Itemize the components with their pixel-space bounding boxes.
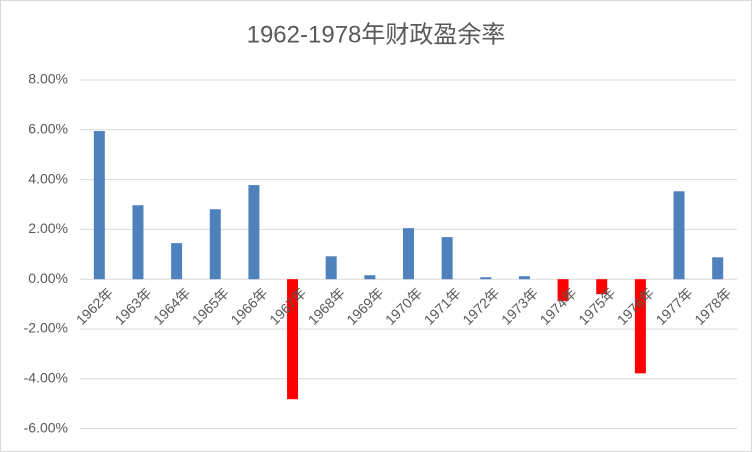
bar <box>93 131 105 280</box>
y-tick-label: 2.00% <box>28 220 68 236</box>
y-tick-label: 6.00% <box>28 121 68 137</box>
y-tick-label: 4.00% <box>28 170 68 186</box>
bar <box>248 185 260 280</box>
y-tick-label: -6.00% <box>24 419 68 435</box>
y-tick-label: -2.00% <box>24 320 68 336</box>
bar <box>441 237 453 280</box>
bar <box>596 279 608 295</box>
chart-title: 1962-1978年财政盈余率 <box>247 21 506 48</box>
bar <box>634 279 646 374</box>
bar <box>132 205 144 280</box>
bar <box>364 275 376 280</box>
bar <box>209 209 221 280</box>
y-tick-label: 0.00% <box>28 270 68 286</box>
y-tick-label: 8.00% <box>28 71 68 87</box>
bar <box>325 256 337 280</box>
bar <box>403 228 414 280</box>
bar <box>518 276 530 280</box>
bar <box>673 191 685 280</box>
bar <box>712 257 724 280</box>
bar <box>171 243 183 280</box>
bar <box>557 279 569 302</box>
y-tick-label: -4.00% <box>24 370 68 386</box>
bar <box>287 279 299 400</box>
bar <box>480 277 492 280</box>
